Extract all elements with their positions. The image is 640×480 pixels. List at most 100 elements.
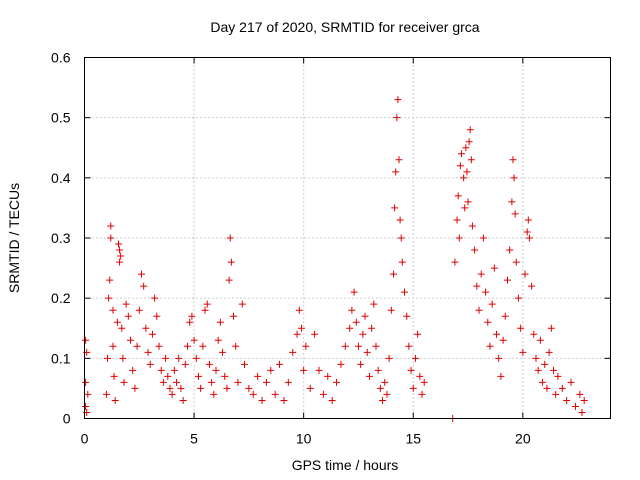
data-point <box>311 330 319 338</box>
data-point <box>223 384 231 392</box>
data-point <box>486 342 494 350</box>
data-point <box>238 300 246 308</box>
data-point <box>82 378 90 386</box>
data-point <box>461 204 469 212</box>
data-point <box>155 342 163 350</box>
data-point <box>148 330 156 338</box>
data-point <box>117 252 125 260</box>
data-point <box>102 390 110 398</box>
x-tick-label: 10 <box>296 431 312 447</box>
data-point <box>105 294 113 302</box>
data-point <box>107 234 115 242</box>
data-point <box>416 372 424 380</box>
x-tick-label: 0 <box>81 431 89 447</box>
data-point <box>300 366 308 374</box>
data-point <box>363 348 371 356</box>
data-point <box>104 354 112 362</box>
data-point <box>140 282 148 290</box>
data-point <box>109 306 117 314</box>
data-point <box>276 360 284 368</box>
data-point <box>414 330 422 338</box>
data-point <box>315 366 323 374</box>
data-point <box>467 156 475 164</box>
data-point <box>297 324 305 332</box>
data-point <box>199 342 207 350</box>
data-point <box>173 378 181 386</box>
data-point <box>151 294 159 302</box>
data-point <box>271 390 279 398</box>
data-point <box>333 378 341 386</box>
data-point <box>395 156 403 164</box>
data-point <box>405 342 413 350</box>
data-point <box>226 234 234 242</box>
data-point <box>324 372 332 380</box>
data-point <box>109 342 117 350</box>
data-point <box>110 372 118 380</box>
data-point <box>249 390 257 398</box>
data-point <box>543 384 551 392</box>
data-point <box>473 282 481 290</box>
data-point <box>205 360 213 368</box>
data-point <box>245 384 253 392</box>
data-point <box>567 378 575 386</box>
data-point <box>463 168 471 176</box>
x-tick-label: 5 <box>190 431 198 447</box>
data-point <box>580 396 588 404</box>
data-point <box>184 342 192 350</box>
data-point <box>106 276 114 284</box>
y-tick-label: 0.5 <box>51 110 71 126</box>
data-point <box>536 336 544 344</box>
data-point <box>194 372 202 380</box>
data-point <box>122 300 130 308</box>
data-point <box>142 324 150 332</box>
data-point <box>376 384 384 392</box>
data-point <box>465 138 473 146</box>
data-point <box>523 228 531 236</box>
data-point <box>219 348 227 356</box>
data-point <box>547 324 555 332</box>
y-tick-label: 0.6 <box>51 50 71 66</box>
data-point <box>471 246 479 254</box>
x-tick-label: 15 <box>405 431 421 447</box>
data-point <box>179 396 187 404</box>
data-point <box>181 360 189 368</box>
data-point <box>361 312 369 320</box>
data-point <box>175 354 183 362</box>
data-point <box>107 222 115 230</box>
y-tick-label: 0.2 <box>51 290 71 306</box>
data-point <box>197 384 205 392</box>
data-point <box>129 366 137 374</box>
data-point <box>131 384 139 392</box>
data-point <box>488 300 496 308</box>
data-point <box>118 324 126 332</box>
data-point <box>397 234 405 242</box>
data-point <box>262 378 270 386</box>
y-tick-label: 0.1 <box>51 350 71 366</box>
data-point <box>392 168 400 176</box>
data-point <box>188 312 196 320</box>
data-point <box>146 360 154 368</box>
data-point <box>394 96 402 104</box>
data-point <box>455 234 463 242</box>
data-point <box>208 378 216 386</box>
data-point <box>170 366 178 374</box>
data-point <box>153 312 161 320</box>
data-point <box>116 246 124 254</box>
data-point <box>499 336 507 344</box>
data-point <box>545 348 553 356</box>
data-point <box>302 342 310 350</box>
data-point <box>563 396 571 404</box>
data-point <box>137 270 145 278</box>
data-point <box>495 354 503 362</box>
data-point <box>212 366 220 374</box>
data-point <box>532 354 540 362</box>
y-axis-label: SRMTID / TECUs <box>6 183 22 293</box>
data-point <box>477 270 485 278</box>
data-point <box>456 162 464 170</box>
data-point <box>578 408 586 416</box>
data-point <box>354 342 362 350</box>
data-point <box>534 366 542 374</box>
data-point <box>454 192 462 200</box>
data-point <box>84 390 92 398</box>
